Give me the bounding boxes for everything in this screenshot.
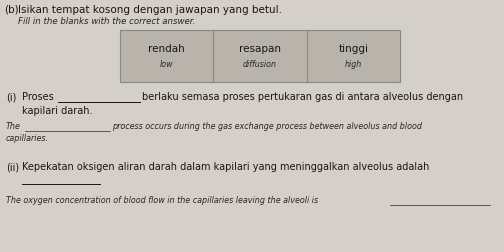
Text: Isikan tempat kosong dengan jawapan yang betul.: Isikan tempat kosong dengan jawapan yang… [18, 5, 282, 15]
Text: resapan: resapan [239, 44, 281, 54]
Text: tinggi: tinggi [338, 44, 368, 54]
Text: low: low [160, 60, 173, 69]
Text: high: high [345, 60, 362, 69]
Text: rendah: rendah [148, 44, 185, 54]
Text: capillaries.: capillaries. [6, 134, 49, 143]
Text: The oxygen concentration of blood flow in the capillaries leaving the alveoli is: The oxygen concentration of blood flow i… [6, 196, 318, 205]
Text: Proses: Proses [22, 92, 54, 102]
Text: kapilari darah.: kapilari darah. [22, 106, 93, 116]
Text: Fill in the blanks with the correct answer.: Fill in the blanks with the correct answ… [18, 17, 195, 26]
Text: (b): (b) [4, 5, 19, 15]
Text: process occurs during the gas exchange process between alveolus and blood: process occurs during the gas exchange p… [112, 122, 422, 131]
FancyBboxPatch shape [120, 30, 400, 82]
Text: diffusion: diffusion [243, 60, 277, 69]
Text: The: The [6, 122, 21, 131]
Text: berlaku semasa proses pertukaran gas di antara alveolus dengan: berlaku semasa proses pertukaran gas di … [142, 92, 463, 102]
Text: (ii): (ii) [6, 162, 19, 172]
Text: Kepekatan oksigen aliran darah dalam kapilari yang meninggalkan alveolus adalah: Kepekatan oksigen aliran darah dalam kap… [22, 162, 429, 172]
Text: (i): (i) [6, 92, 16, 102]
